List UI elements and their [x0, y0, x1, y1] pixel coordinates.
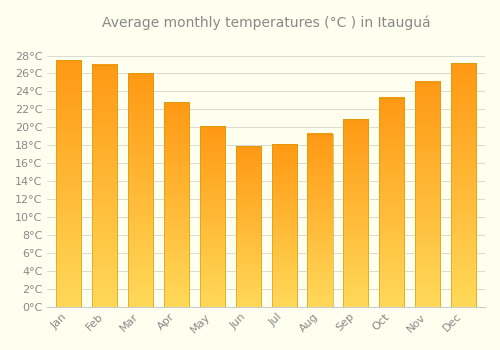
Bar: [200, 126, 225, 307]
Bar: [415, 82, 440, 307]
Bar: [56, 60, 82, 307]
Title: Average monthly temperatures (°C ) in Itauguá: Average monthly temperatures (°C ) in It…: [102, 15, 430, 29]
Bar: [236, 146, 261, 307]
Bar: [128, 74, 153, 307]
Bar: [164, 102, 189, 307]
Bar: [451, 63, 476, 307]
Bar: [308, 134, 332, 307]
Bar: [92, 64, 118, 307]
Bar: [379, 98, 404, 307]
Bar: [272, 144, 296, 307]
Bar: [344, 119, 368, 307]
